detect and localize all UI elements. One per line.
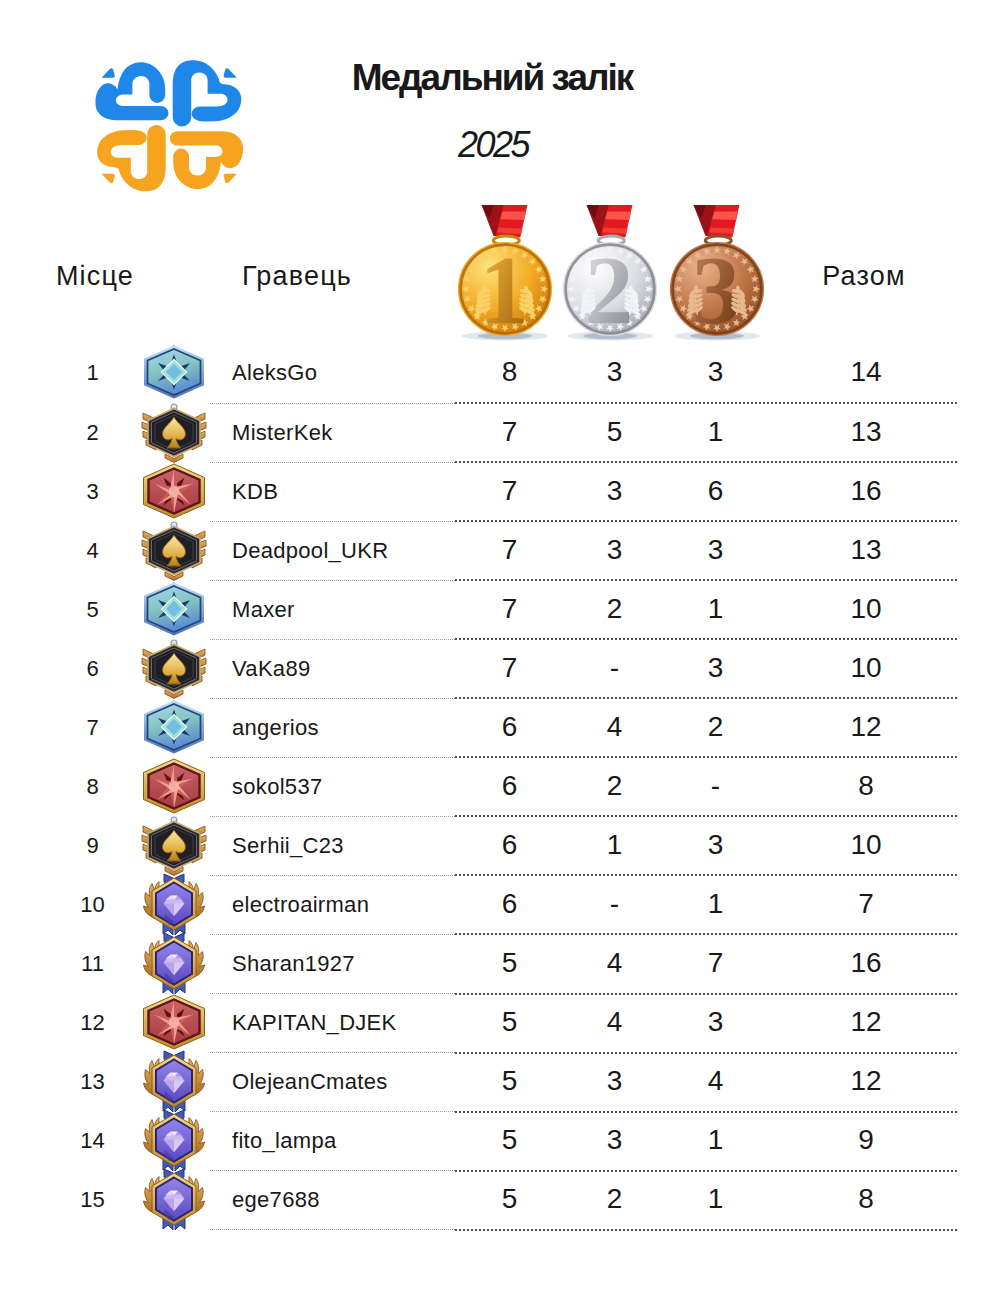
svg-text:3: 3 xyxy=(692,236,741,342)
svg-text:2: 2 xyxy=(585,236,634,342)
svg-text:1: 1 xyxy=(480,236,529,342)
